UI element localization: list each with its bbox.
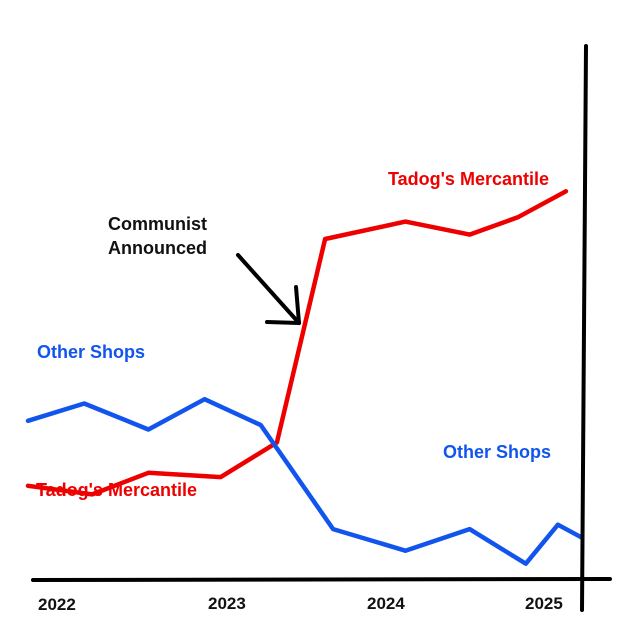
series-label-other-right: Other Shops — [443, 442, 551, 462]
series-label-tadogs-top: Tadog's Mercantile — [388, 169, 549, 189]
x-axis-line — [31, 577, 612, 582]
annotation-arrow — [236, 253, 301, 325]
x-tick-label: 2025 — [525, 594, 563, 613]
x-tick-label: 2024 — [367, 594, 405, 613]
x-tick-label: 2023 — [208, 594, 246, 613]
y-axis-line — [580, 44, 588, 612]
annotation-text-line-2: Announced — [108, 238, 207, 258]
series-label-tadogs-bottom: Tadog's Mercantile — [36, 480, 197, 500]
series-label-other-left: Other Shops — [37, 342, 145, 362]
series-lines — [25, 189, 585, 566]
series-line-tadogs-mercantile — [25, 189, 569, 497]
series-line-other-shops — [25, 396, 585, 566]
x-tick-label: 2022 — [38, 595, 76, 614]
annotation-text-line-1: Communist — [108, 214, 207, 234]
